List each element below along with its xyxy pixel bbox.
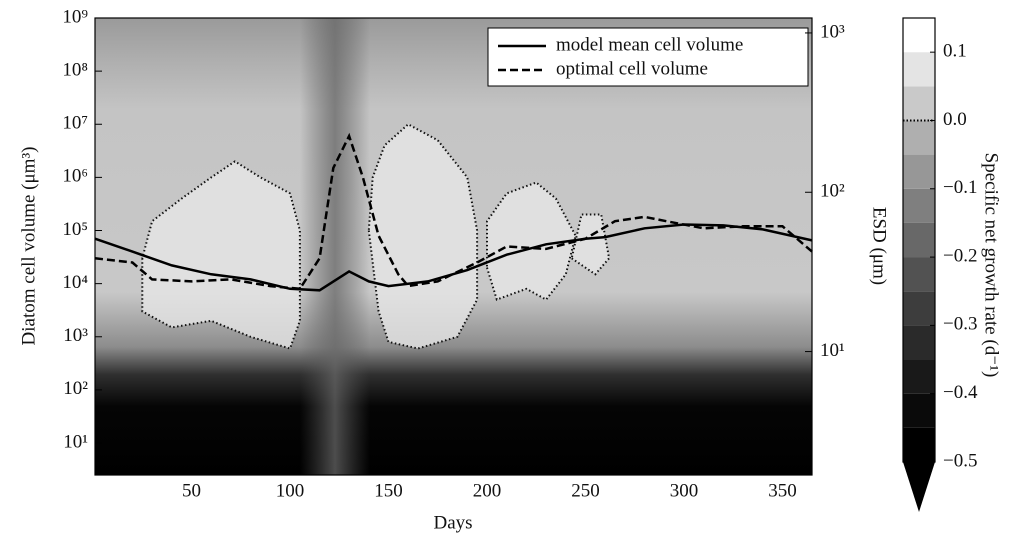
plot-frame [94, 17, 813, 476]
x-tick-label: 200 [473, 480, 502, 501]
colorbar-band [903, 86, 935, 121]
colorbar-band [903, 427, 935, 462]
field-stripe [300, 18, 370, 475]
y2-tick-label: 10³ [820, 21, 845, 42]
colorbar-tick-label: 0.1 [943, 41, 967, 62]
y-tick-label: 10¹ [63, 431, 88, 452]
y-tick-label: 10⁸ [62, 59, 88, 80]
colorbar-band [903, 120, 935, 155]
zero-contour [367, 123, 479, 350]
colorbar-band [903, 222, 935, 258]
line [94, 132, 813, 291]
colorbar-band [903, 291, 935, 326]
colorbar-label: Specific net growth rate (d⁻¹) [981, 153, 1002, 378]
colorbar-band [903, 188, 935, 223]
legend-label: model mean cell volume [556, 34, 743, 55]
legend-label: optimal cell volume [556, 58, 708, 79]
colorbar-band [903, 325, 935, 360]
y-tick-label: 10⁷ [62, 113, 88, 134]
x-tick-label: 100 [276, 480, 305, 501]
colorbar-band [903, 393, 935, 428]
colorbar-tick-label: −0.4 [943, 382, 978, 403]
colorbar-tick-label: −0.3 [943, 314, 977, 335]
y-tick-label: 10³ [63, 325, 88, 346]
y-tick-label: 10⁹ [62, 6, 88, 27]
x-label: Days [433, 512, 472, 533]
x-tick-label: 300 [670, 480, 699, 501]
legend-box [487, 27, 809, 87]
y2-tick-label: 10² [820, 181, 845, 202]
colorbar-band [903, 257, 935, 292]
zero-contour [570, 213, 611, 276]
x-tick-label: 250 [571, 480, 600, 501]
y-tick-label: 10⁵ [62, 219, 88, 240]
colorbar-extend [903, 462, 935, 512]
colorbar-band [903, 359, 935, 394]
y-tick-label: 10² [63, 378, 88, 399]
zero-contour [141, 160, 301, 350]
y-label: Diatom cell volume (μm³) [18, 147, 39, 346]
colorbar-tick-label: 0.0 [943, 109, 967, 130]
colorbar-frame [902, 17, 936, 463]
colorbar-band [903, 154, 935, 189]
colorbar-band [903, 52, 935, 87]
colorbar-band [903, 18, 935, 53]
x-tick-label: 350 [768, 480, 797, 501]
y2-label: ESD (μm) [869, 207, 890, 285]
y2-tick-label: 10¹ [820, 340, 845, 361]
x-tick-label: 150 [374, 480, 403, 501]
line [94, 223, 813, 292]
colorbar-tick-label: −0.1 [943, 177, 977, 198]
y-tick-label: 10⁴ [62, 272, 88, 293]
colorbar-tick-label: −0.5 [943, 450, 977, 471]
x-tick-label: 50 [182, 480, 201, 501]
y-tick-label: 10⁶ [62, 166, 88, 187]
zero-contour [486, 181, 577, 301]
colorbar-tick-label: −0.2 [943, 245, 977, 266]
